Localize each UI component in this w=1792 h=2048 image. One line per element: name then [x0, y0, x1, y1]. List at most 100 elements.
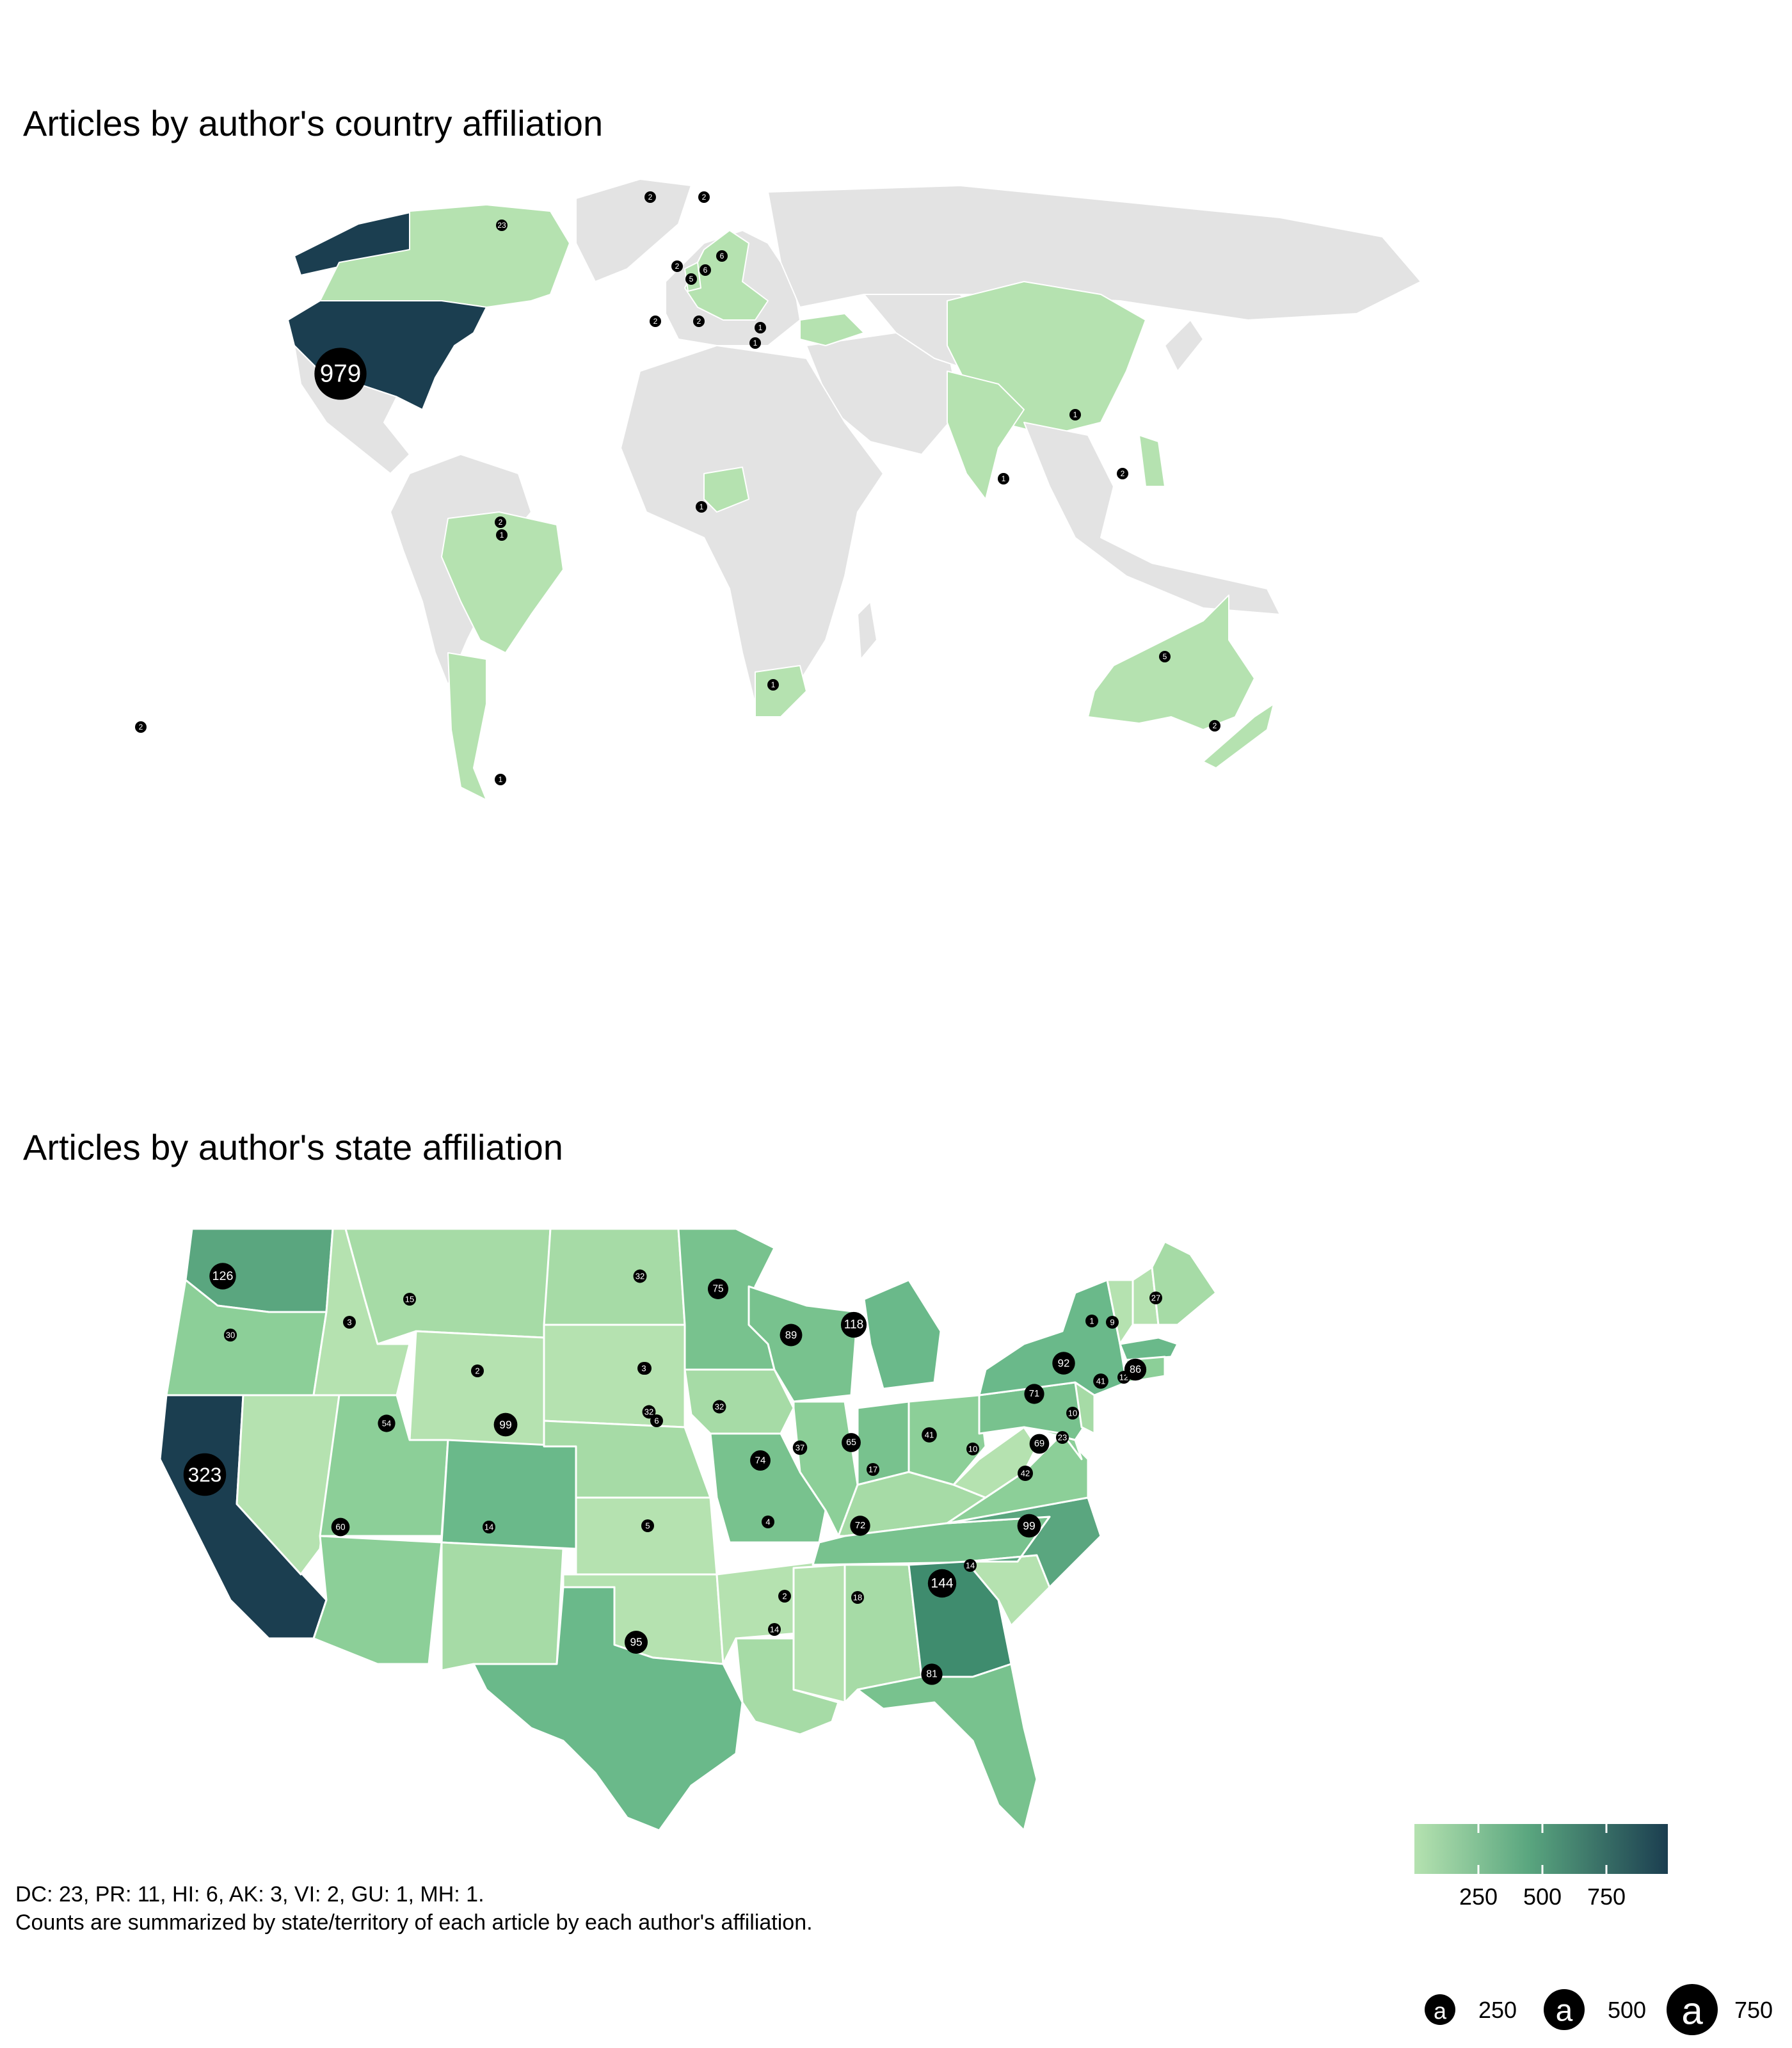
- count-bubble-circle: [644, 191, 656, 203]
- color-scale-label: 250: [1459, 1884, 1498, 1910]
- count-bubble: 1: [1085, 1315, 1098, 1327]
- state-kansas: [575, 1496, 718, 1576]
- count-bubble-label: 95: [630, 1636, 642, 1649]
- count-bubble: 86: [1124, 1358, 1147, 1381]
- count-bubble-label: 23: [497, 221, 506, 230]
- count-bubble: 54: [378, 1414, 396, 1432]
- state-map-title: Articles by author's state affiliation: [23, 1127, 563, 1167]
- size-key-label: 750: [1734, 1997, 1773, 2023]
- count-bubble-circle: [762, 1516, 774, 1528]
- count-bubble: 99: [1017, 1514, 1041, 1538]
- count-bubble-circle: [693, 316, 705, 327]
- state-montana: [344, 1228, 552, 1345]
- count-bubble-circle: [1149, 1292, 1162, 1304]
- count-bubble: 37: [792, 1440, 808, 1455]
- state-mississippi: [792, 1564, 846, 1704]
- count-bubble: 41: [1093, 1373, 1108, 1389]
- count-bubble-circle: [1085, 1315, 1098, 1327]
- count-bubble-label: 1: [1073, 410, 1078, 419]
- count-bubble-label: 30: [226, 1331, 235, 1340]
- state-illinois: [792, 1400, 859, 1537]
- count-bubble: 4: [762, 1516, 774, 1528]
- count-bubble-circle: [1209, 720, 1220, 732]
- count-bubble-circle: [1117, 468, 1128, 479]
- region-turkey: [799, 313, 865, 346]
- region-philippines: [1139, 435, 1165, 487]
- count-bubble: 1: [749, 337, 761, 349]
- count-bubble: 2: [135, 721, 147, 733]
- count-bubble-label: 42: [1021, 1469, 1030, 1478]
- count-bubble: 2: [471, 1364, 484, 1377]
- count-bubble-circle: [755, 322, 766, 333]
- count-bubble-circle: [927, 1569, 957, 1598]
- count-bubble-label: 2: [139, 723, 143, 732]
- count-bubble-circle: [1106, 1316, 1119, 1329]
- count-bubble-label: 3: [641, 1364, 646, 1373]
- count-bubble-circle: [867, 1463, 879, 1476]
- count-bubble: 23: [1056, 1431, 1069, 1444]
- region-new-zealand: [1203, 703, 1274, 769]
- territory-counts-note: DC: 23, PR: 11, HI: 6, AK: 3, VI: 2, GU:…: [15, 1882, 484, 1907]
- count-bubble: 95: [624, 1630, 648, 1654]
- count-bubble-circle: [471, 1364, 484, 1377]
- count-bubble-label: 2: [653, 317, 658, 326]
- count-bubble-label: 2: [499, 518, 503, 527]
- count-bubble-circle: [840, 1311, 867, 1338]
- count-bubble-label: 69: [1034, 1439, 1044, 1449]
- count-bubble-label: 2: [1213, 721, 1217, 730]
- count-bubble-label: 1: [753, 339, 758, 348]
- region-africa: [620, 345, 884, 705]
- size-key-glyph: a: [1434, 1998, 1447, 2024]
- count-bubble-label: 5: [1163, 652, 1167, 661]
- count-bubble-label: 1: [1089, 1316, 1094, 1326]
- count-bubble: 42: [1018, 1466, 1033, 1481]
- count-bubble: 144: [927, 1569, 957, 1598]
- count-bubble-circle: [642, 1405, 656, 1419]
- count-bubble-label: 2: [475, 1366, 479, 1376]
- count-bubble: 6: [700, 264, 711, 276]
- region-japan: [1164, 319, 1204, 372]
- count-bubble-circle: [624, 1630, 648, 1654]
- count-bubble-circle: [650, 316, 661, 327]
- count-bubble-label: 65: [846, 1437, 856, 1448]
- size-key-label: 250: [1478, 1997, 1517, 2023]
- count-bubble-label: 2: [675, 262, 680, 271]
- count-bubble-circle: [842, 1433, 861, 1452]
- count-bubble-circle: [650, 1414, 663, 1427]
- color-scale-label: 500: [1523, 1884, 1562, 1910]
- count-bubble: 5: [685, 273, 697, 285]
- count-bubble-label: 1: [499, 775, 503, 784]
- count-bubble-label: 75: [713, 1284, 724, 1295]
- count-bubble: 71: [1024, 1384, 1044, 1404]
- count-bubble: 89: [780, 1324, 803, 1347]
- count-bubble-circle: [1066, 1407, 1079, 1420]
- state-colorado: [440, 1439, 577, 1550]
- count-bubble-label: 1: [700, 502, 704, 511]
- count-bubble: 2: [650, 316, 661, 327]
- count-bubble-circle: [1056, 1431, 1069, 1444]
- count-bubble-label: 60: [335, 1523, 346, 1532]
- count-bubble-circle: [707, 1278, 729, 1300]
- count-bubble: 32: [633, 1269, 647, 1283]
- count-bubble-label: 1: [758, 323, 763, 332]
- count-bubble-circle: [998, 473, 1009, 484]
- count-bubble: 979: [314, 348, 367, 400]
- count-bubble-circle: [378, 1414, 396, 1432]
- color-scale-bar: [1414, 1824, 1668, 1874]
- region-australia: [1087, 595, 1255, 730]
- summary-note: Counts are summarized by state/territory…: [15, 1910, 813, 1935]
- state-michigan: [863, 1279, 942, 1390]
- count-bubble: 3: [343, 1316, 356, 1329]
- count-bubble-label: 2: [782, 1592, 787, 1601]
- count-bubble-circle: [921, 1663, 943, 1685]
- map-caption: DC: 23, PR: 11, HI: 6, AK: 3, VI: 2, GU:…: [15, 1880, 813, 1937]
- count-bubble-circle: [851, 1591, 864, 1604]
- size-key-circle-small: [1425, 1994, 1455, 2025]
- count-bubble-label: 72: [855, 1521, 866, 1531]
- count-bubble: 10: [1066, 1407, 1079, 1420]
- count-bubble-label: 41: [925, 1430, 934, 1440]
- count-bubble-label: 92: [1058, 1357, 1070, 1370]
- count-bubble-label: 126: [212, 1269, 234, 1283]
- count-bubble: 17: [867, 1463, 879, 1476]
- region-southeast-asia: [1023, 422, 1281, 615]
